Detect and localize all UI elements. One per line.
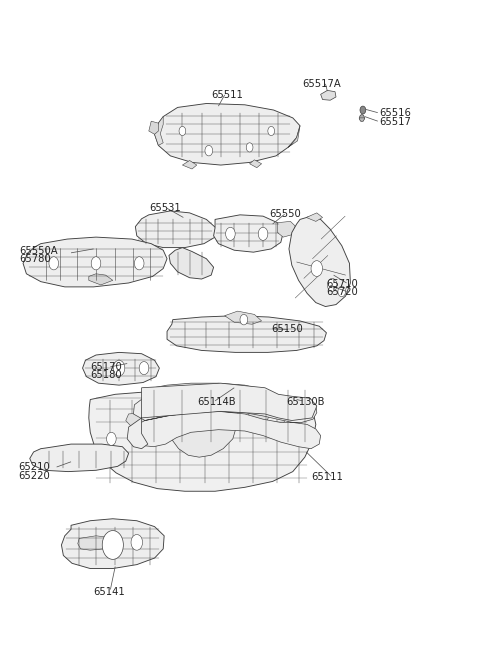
Circle shape bbox=[268, 126, 275, 136]
Circle shape bbox=[338, 286, 346, 297]
Polygon shape bbox=[23, 237, 167, 287]
Polygon shape bbox=[155, 103, 300, 165]
Text: 65517A: 65517A bbox=[302, 79, 341, 89]
Text: 65720: 65720 bbox=[326, 287, 358, 297]
Polygon shape bbox=[225, 311, 262, 324]
Polygon shape bbox=[61, 519, 164, 569]
Polygon shape bbox=[359, 118, 365, 121]
Polygon shape bbox=[129, 383, 321, 449]
Polygon shape bbox=[30, 444, 129, 472]
Polygon shape bbox=[289, 216, 350, 307]
Circle shape bbox=[226, 227, 235, 240]
Circle shape bbox=[246, 143, 253, 152]
Circle shape bbox=[134, 257, 144, 270]
Circle shape bbox=[91, 257, 101, 270]
Polygon shape bbox=[247, 411, 269, 424]
Text: 65141: 65141 bbox=[94, 587, 125, 597]
Text: 65150: 65150 bbox=[271, 324, 303, 335]
Text: 65220: 65220 bbox=[18, 470, 50, 481]
Polygon shape bbox=[277, 221, 295, 237]
Polygon shape bbox=[214, 215, 283, 252]
Circle shape bbox=[360, 106, 366, 114]
Circle shape bbox=[258, 227, 268, 240]
Polygon shape bbox=[167, 393, 238, 457]
Text: 65780: 65780 bbox=[19, 254, 51, 265]
Polygon shape bbox=[127, 383, 317, 449]
Text: 65710: 65710 bbox=[326, 278, 358, 289]
Circle shape bbox=[311, 261, 323, 276]
Polygon shape bbox=[78, 536, 108, 550]
Circle shape bbox=[360, 115, 364, 121]
Polygon shape bbox=[182, 160, 197, 169]
Circle shape bbox=[102, 531, 123, 559]
Circle shape bbox=[107, 432, 116, 445]
Text: 65114B: 65114B bbox=[197, 396, 235, 407]
Polygon shape bbox=[89, 274, 113, 285]
Circle shape bbox=[283, 419, 293, 432]
Text: 65516: 65516 bbox=[379, 108, 411, 119]
Text: 65550: 65550 bbox=[269, 209, 300, 219]
Polygon shape bbox=[306, 213, 323, 221]
Circle shape bbox=[179, 126, 186, 136]
Circle shape bbox=[113, 360, 125, 376]
Polygon shape bbox=[155, 117, 163, 145]
Text: 65111: 65111 bbox=[311, 472, 343, 482]
Text: 65517: 65517 bbox=[379, 117, 411, 127]
Polygon shape bbox=[135, 211, 216, 248]
Text: 65180: 65180 bbox=[90, 370, 122, 381]
Circle shape bbox=[205, 145, 213, 156]
Polygon shape bbox=[83, 352, 159, 385]
Circle shape bbox=[131, 534, 143, 550]
Polygon shape bbox=[321, 90, 336, 100]
Circle shape bbox=[139, 362, 149, 375]
Polygon shape bbox=[288, 126, 300, 147]
Text: 65550A: 65550A bbox=[19, 246, 58, 256]
Polygon shape bbox=[169, 248, 214, 279]
Text: 65130B: 65130B bbox=[286, 396, 324, 407]
Polygon shape bbox=[167, 316, 326, 352]
Circle shape bbox=[49, 257, 59, 270]
Polygon shape bbox=[250, 160, 262, 168]
Circle shape bbox=[327, 278, 337, 291]
Polygon shape bbox=[149, 121, 158, 134]
Circle shape bbox=[240, 314, 248, 325]
Text: 65170: 65170 bbox=[90, 362, 122, 372]
Text: 65210: 65210 bbox=[18, 462, 50, 472]
Text: 65511: 65511 bbox=[211, 90, 243, 100]
Text: 65531: 65531 bbox=[149, 203, 180, 214]
Polygon shape bbox=[126, 413, 148, 426]
Polygon shape bbox=[89, 390, 316, 491]
